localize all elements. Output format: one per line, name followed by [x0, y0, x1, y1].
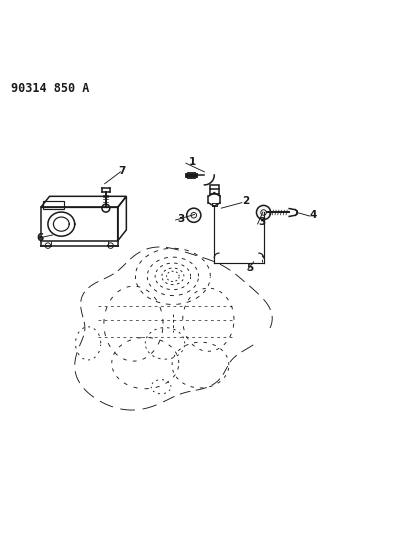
Text: 2: 2 — [242, 197, 249, 206]
Text: 5: 5 — [246, 263, 253, 273]
Text: 3: 3 — [177, 214, 184, 224]
Text: 7: 7 — [118, 166, 125, 176]
Text: 3: 3 — [258, 217, 265, 228]
Circle shape — [256, 205, 271, 220]
Text: 4: 4 — [309, 210, 316, 220]
Text: 6: 6 — [37, 233, 44, 243]
Text: 1: 1 — [189, 157, 196, 167]
Circle shape — [187, 208, 201, 222]
Text: 90314 850 A: 90314 850 A — [11, 82, 90, 95]
